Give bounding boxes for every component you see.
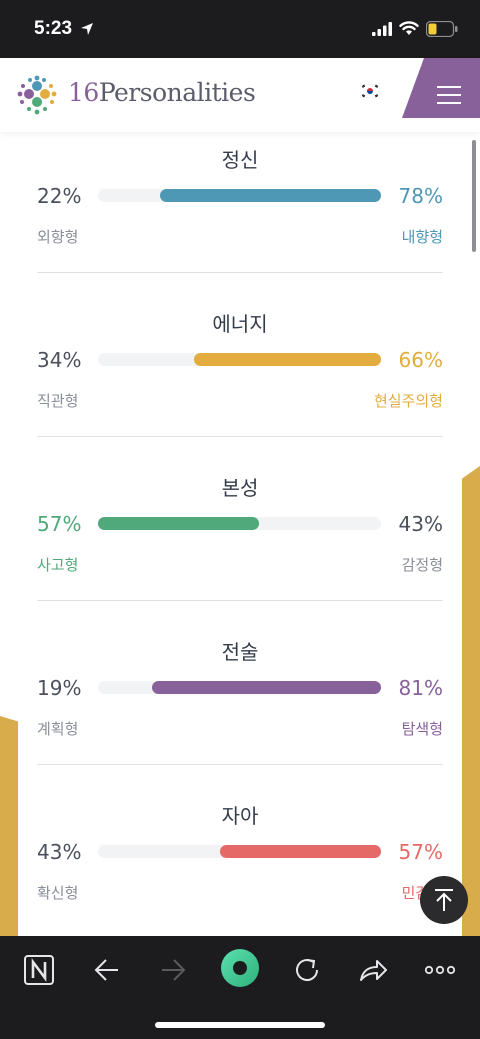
trait-right-label: 내향형 <box>401 228 443 246</box>
trait-identity: 자아 43% 57% 확신형 민감형 <box>37 788 443 936</box>
trait-bar-fill <box>160 189 381 202</box>
trait-nature: 본성 57% 43% 사고형 감정형 <box>37 460 443 624</box>
trait-right-percent: 78% <box>398 184 443 208</box>
trait-title: 자아 <box>221 804 259 828</box>
trait-mind: 정신 22% 78% 외향형 내향형 <box>37 132 443 296</box>
trait-bar-track <box>98 189 381 202</box>
battery-low-icon <box>426 21 458 37</box>
trait-energy: 에너지 34% 66% 직관형 현실주의형 <box>37 296 443 460</box>
trait-title: 에너지 <box>212 312 268 336</box>
status-bar: 5:23 <box>0 0 480 58</box>
trait-left-label: 사고형 <box>37 556 79 574</box>
trait-left-label: 확신형 <box>37 884 79 902</box>
trait-left-percent: 19% <box>37 676 82 700</box>
arrow-up-to-top-icon <box>435 889 453 911</box>
divider <box>37 272 443 273</box>
trait-right-percent: 66% <box>398 348 443 372</box>
divider <box>37 764 443 765</box>
trait-title: 본성 <box>221 476 259 500</box>
decor-gold-shape-left <box>0 716 20 936</box>
reload-icon[interactable] <box>287 950 327 990</box>
site-header: 16Personalities <box>0 58 480 132</box>
korean-flag-icon[interactable] <box>360 84 380 98</box>
trait-title: 정신 <box>221 148 259 172</box>
status-time: 5:23 <box>34 18 73 39</box>
trait-title: 전술 <box>221 640 259 664</box>
trait-right-percent: 43% <box>398 512 443 536</box>
share-icon[interactable] <box>353 950 393 990</box>
logo-dots-icon[interactable] <box>12 70 62 120</box>
trait-left-label: 외향형 <box>37 228 79 246</box>
trait-bar-track <box>98 517 381 530</box>
trait-left-percent: 22% <box>37 184 82 208</box>
trait-bar-track <box>98 353 381 366</box>
trait-bar-track <box>98 681 381 694</box>
logo-number: 16 <box>68 78 99 107</box>
home-indicator <box>155 1022 325 1028</box>
logo-wordmark[interactable]: 16Personalities <box>68 78 256 107</box>
more-icon[interactable] <box>420 950 460 990</box>
scrollbar[interactable] <box>472 140 476 252</box>
trait-right-label: 감정형 <box>401 556 443 574</box>
location-arrow-icon <box>81 23 93 35</box>
trait-right-label: 탐색형 <box>401 720 443 738</box>
trait-right-percent: 57% <box>398 840 443 864</box>
trait-bar-fill <box>194 353 381 366</box>
trait-left-percent: 43% <box>37 840 82 864</box>
personality-traits-panel: 정신 22% 78% 외향형 내향형 에너지 34% 66% 직관형 현실주의형… <box>18 132 462 936</box>
trait-left-percent: 57% <box>37 512 82 536</box>
trait-bar-track <box>98 845 381 858</box>
trait-bar-fill <box>151 681 381 694</box>
divider <box>37 600 443 601</box>
trait-right-label: 현실주의형 <box>373 392 443 410</box>
cellular-signal-icon <box>372 22 392 36</box>
back-arrow-icon[interactable] <box>87 950 127 990</box>
trait-right-percent: 81% <box>398 676 443 700</box>
notion-icon[interactable] <box>19 950 59 990</box>
divider <box>37 436 443 437</box>
wifi-icon <box>399 21 419 35</box>
logo-word: Personalities <box>98 78 256 107</box>
trait-tactics: 전술 19% 81% 계획형 탐색형 <box>37 624 443 788</box>
trait-left-label: 직관형 <box>37 392 79 410</box>
trait-left-percent: 34% <box>37 348 82 372</box>
forward-arrow-icon[interactable] <box>153 950 193 990</box>
hamburger-menu-icon[interactable] <box>437 85 461 105</box>
browser-toolbar <box>0 936 480 1039</box>
scroll-to-top-button[interactable] <box>420 876 468 924</box>
trait-left-label: 계획형 <box>37 720 79 738</box>
home-circle-icon[interactable] <box>220 948 260 988</box>
trait-bar-fill <box>219 845 381 858</box>
decor-gold-shape-right <box>460 466 480 936</box>
trait-bar-fill <box>98 517 260 530</box>
